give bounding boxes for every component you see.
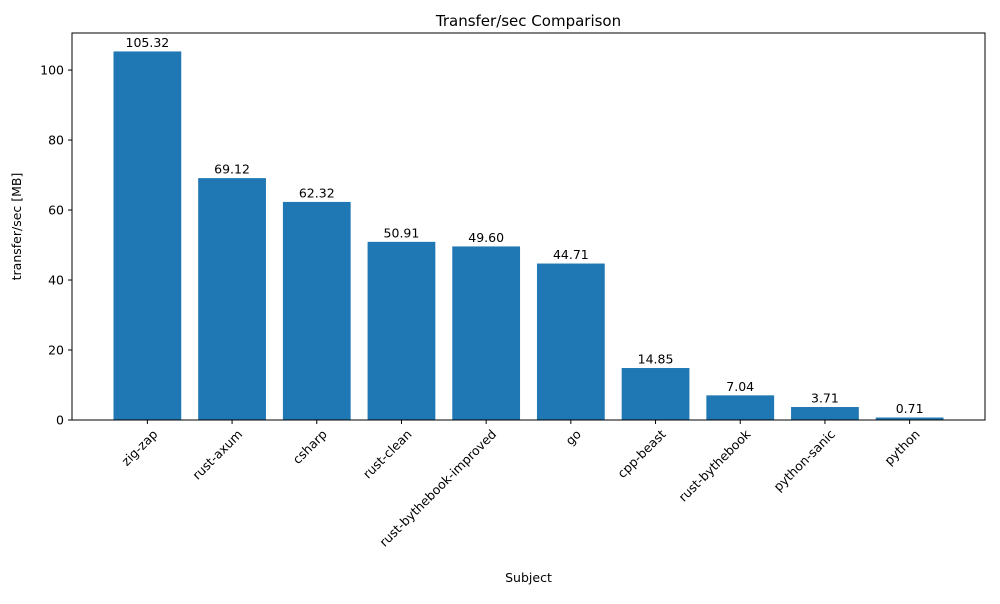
y-tick-label: 40	[48, 272, 64, 287]
bar-value-label: 3.71	[811, 391, 839, 406]
x-tick-label: csharp	[290, 426, 330, 466]
x-tick-label: python-sanic	[770, 426, 838, 494]
bar	[113, 51, 182, 420]
y-tick-label: 0	[56, 412, 64, 427]
bar-value-label: 44.71	[553, 247, 589, 262]
y-tick-label: 20	[48, 342, 64, 357]
bar	[282, 201, 351, 420]
x-tick-label: zig-zap	[118, 426, 160, 468]
bar	[621, 368, 690, 420]
bar	[452, 246, 521, 420]
bar	[536, 263, 605, 420]
bar-value-label: 62.32	[299, 185, 335, 200]
x-tick-label: rust-axum	[189, 427, 245, 483]
bar	[367, 241, 436, 420]
x-tick-label: rust-clean	[360, 427, 415, 482]
bar-value-label: 0.71	[896, 401, 924, 416]
x-tick-label: rust-bythebook	[675, 426, 754, 505]
bar-value-label: 105.32	[126, 35, 170, 50]
y-tick-label: 60	[48, 202, 64, 217]
bar	[875, 417, 944, 420]
y-axis-label: transfer/sec [MB]	[9, 173, 24, 281]
bar-value-label: 69.12	[214, 162, 250, 177]
x-tick-label: cpp-beast	[614, 426, 668, 480]
y-tick-label: 80	[48, 132, 64, 147]
bar	[791, 407, 859, 420]
y-tick-label: 100	[40, 62, 64, 77]
x-tick-label: go	[562, 427, 584, 449]
bar	[198, 178, 266, 420]
bar-value-label: 50.91	[384, 225, 420, 240]
bar	[706, 395, 775, 420]
bar-value-label: 7.04	[726, 379, 754, 394]
chart-dynamic-layer: 0 20 40 60 80 100 zig-zap rust-axum csharp rust-c…	[40, 32, 986, 550]
chart-title: Transfer/sec Comparison	[435, 12, 621, 30]
bar-value-label: 14.85	[638, 352, 674, 367]
x-axis-label: Subject	[505, 570, 552, 585]
x-tick-label: python	[881, 427, 923, 469]
bar-value-label: 49.60	[468, 230, 504, 245]
axes-frame	[71, 32, 986, 421]
